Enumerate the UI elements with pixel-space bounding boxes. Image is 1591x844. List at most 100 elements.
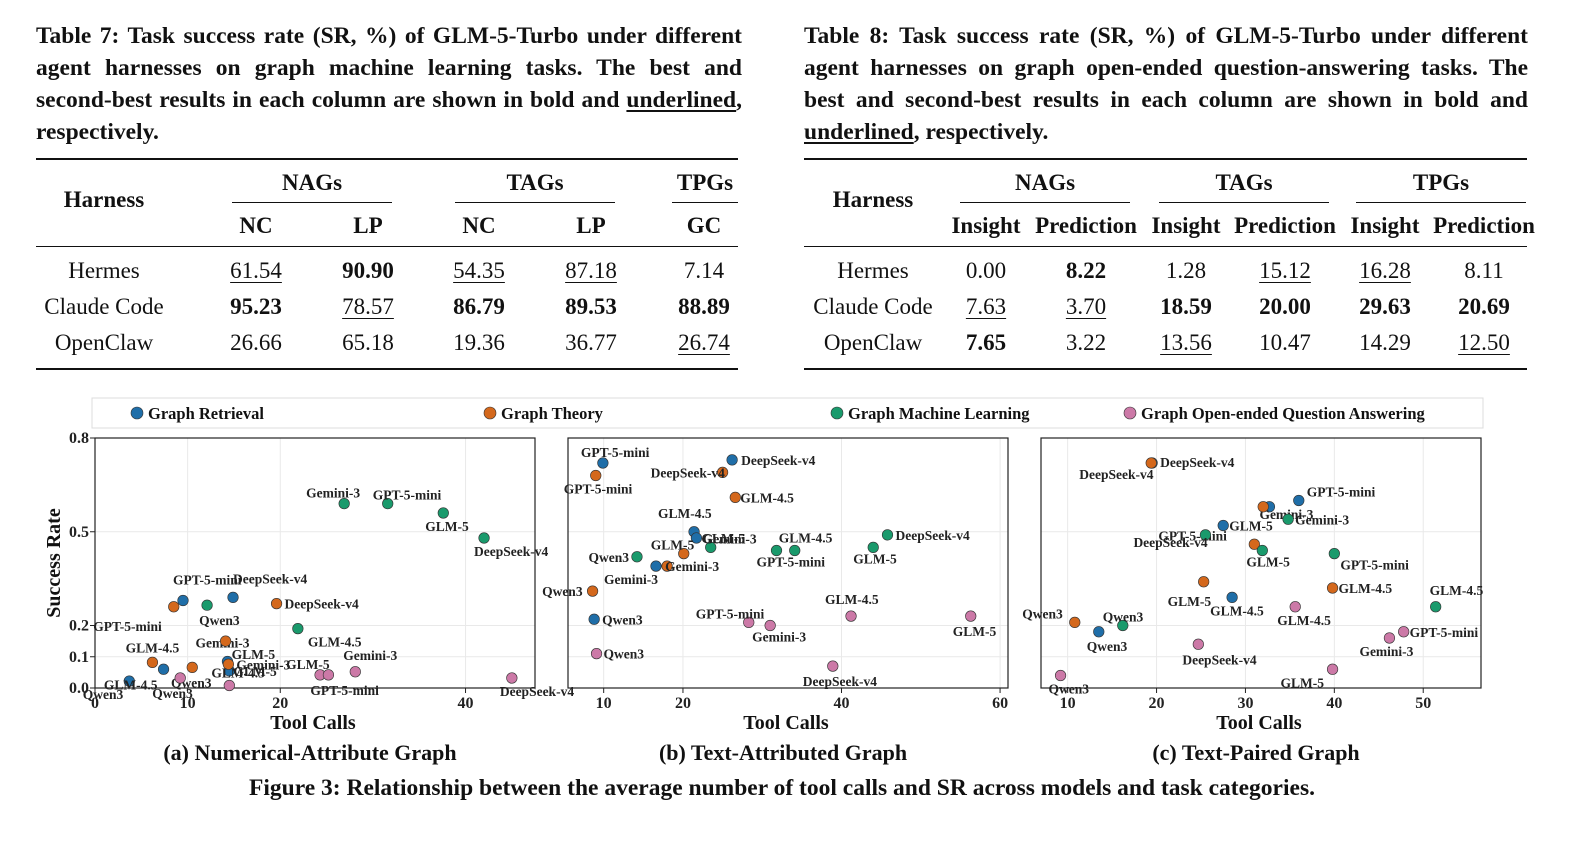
point-label: GPT-5-mini <box>581 445 650 460</box>
table-cell: 36.77 <box>565 330 617 355</box>
data-point <box>726 454 738 466</box>
data-point <box>867 541 879 553</box>
data-point <box>146 656 159 668</box>
data-point <box>1192 638 1204 650</box>
data-point <box>764 619 776 632</box>
table7-subcol: NC <box>462 213 496 238</box>
table-cell: 88.89 <box>678 294 730 319</box>
data-point <box>588 613 600 625</box>
table8-harness-header: Harness <box>832 187 914 212</box>
data-point <box>1217 519 1229 532</box>
data-point <box>590 469 602 482</box>
point-label: GLM-4.5 <box>126 640 180 655</box>
x-tick-label: 10 <box>596 695 612 712</box>
point-label: DeepSeek-v4 <box>1182 652 1256 667</box>
x-tick-label: 40 <box>458 695 474 712</box>
subfigure-title: (b) Text-Attributed Graph <box>659 740 907 765</box>
scatter-panel-1: 0 10 20 40 0.0 0.1 0.2 0.5 0.8 Tool Calls Success … <box>43 430 574 765</box>
table8-caption: Table 8: Task success rate (SR, %) of GL… <box>804 23 1528 145</box>
table8-subcol: Insight <box>1151 213 1221 238</box>
table-cell: 10.47 <box>1259 330 1311 355</box>
data-point <box>789 544 801 557</box>
table-row-name: Claude Code <box>44 294 164 319</box>
plot-frame <box>94 437 536 689</box>
data-point <box>168 601 180 613</box>
data-point <box>222 658 234 670</box>
data-point <box>338 498 350 510</box>
data-point <box>965 610 977 622</box>
legend-label: Graph Machine Learning <box>848 404 1030 423</box>
legend-label: Graph Theory <box>501 404 604 423</box>
y-tick-label: 0.0 <box>69 680 89 697</box>
point-label: DeepSeek-v4 <box>803 674 877 689</box>
table-cell: 26.74 <box>678 330 730 355</box>
table-row-name: Hermes <box>68 258 140 283</box>
data-point <box>1145 457 1157 469</box>
x-tick-label: 10 <box>1060 695 1076 712</box>
table-cell: 13.56 <box>1160 330 1212 355</box>
table-cell: 7.65 <box>965 330 1007 355</box>
data-point <box>1282 513 1294 525</box>
data-point <box>1326 663 1339 675</box>
y-tick-label: 0.5 <box>69 524 89 541</box>
point-label: GLM-5 <box>1168 594 1212 609</box>
data-point <box>1328 548 1340 560</box>
table-cell: 26.66 <box>230 330 282 355</box>
point-label: DeepSeek-v4 <box>285 597 359 612</box>
point-label: Qwen3 <box>83 687 124 702</box>
point-label: Qwen3 <box>199 613 240 628</box>
table-cell: 65.18 <box>342 330 394 355</box>
point-label: Qwen3 <box>1049 682 1090 697</box>
point-label: DeepSeek-v4 <box>741 453 815 468</box>
table8-group-tpgs: TPGs <box>1412 170 1470 195</box>
point-label: Qwen3 <box>152 686 193 701</box>
point-label: Gemini-3 <box>343 648 397 663</box>
data-point <box>292 623 304 635</box>
table-cell: 7.63 <box>965 294 1007 319</box>
table-cell: 78.57 <box>342 294 394 319</box>
data-point <box>1093 626 1105 638</box>
table-cell: 1.28 <box>1165 258 1207 283</box>
table8-mid-rule <box>804 246 1527 247</box>
data-point <box>586 585 599 597</box>
data-point <box>1248 538 1260 550</box>
x-axis-label: Tool Calls <box>743 712 829 734</box>
point-label: DeepSeek-v4 <box>500 684 574 699</box>
table8-top-rule <box>804 158 1527 160</box>
table-cell: 90.90 <box>342 258 394 283</box>
y-tick-label: 0.1 <box>69 649 89 666</box>
point-label: GPT-5-mini <box>757 555 826 570</box>
data-point <box>186 661 198 673</box>
x-tick-label: 20 <box>1149 695 1165 712</box>
table8-group-rule-tags <box>1159 202 1329 203</box>
table-cell: 7.14 <box>683 258 725 283</box>
table-cell: 8.11 <box>1464 258 1504 283</box>
data-point <box>157 663 170 675</box>
point-label: Qwen3 <box>542 584 583 599</box>
table7-group-rule-tags <box>455 202 615 203</box>
table-cell: 12.50 <box>1458 330 1510 355</box>
y-tick-label: 0.8 <box>69 430 89 447</box>
data-point <box>123 675 135 687</box>
x-tick-label: 50 <box>1415 695 1431 712</box>
scatter-panel-3: 10 20 30 40 50 Tool Calls (c) Text-Paired Grap… <box>1022 437 1484 765</box>
table7-bottom-rule <box>36 368 738 370</box>
x-tick-label: 60 <box>992 695 1008 712</box>
table7-top-rule <box>36 158 738 160</box>
point-label: Qwen3 <box>604 647 645 662</box>
point-label: DeepSeek-v4 <box>1160 455 1234 470</box>
plot-frame <box>1040 437 1482 689</box>
y-axis-label: Success Rate <box>43 508 65 618</box>
data-point <box>270 598 283 610</box>
data-point <box>1257 501 1269 513</box>
point-label: DeepSeek-v4 <box>474 544 548 559</box>
point-label: GLM-5 <box>953 624 997 639</box>
point-label: Gemini-3 <box>236 657 290 672</box>
legend-marker <box>130 406 144 420</box>
y-tick-label: 0.2 <box>69 618 89 635</box>
point-label: Gemini-3 <box>752 630 806 645</box>
point-label: GLM-5 <box>233 664 277 679</box>
legend-label: Graph Retrieval <box>148 404 264 423</box>
table-cell: 0.00 <box>965 258 1007 283</box>
point-label: DeepSeek-v4 <box>1133 535 1207 550</box>
